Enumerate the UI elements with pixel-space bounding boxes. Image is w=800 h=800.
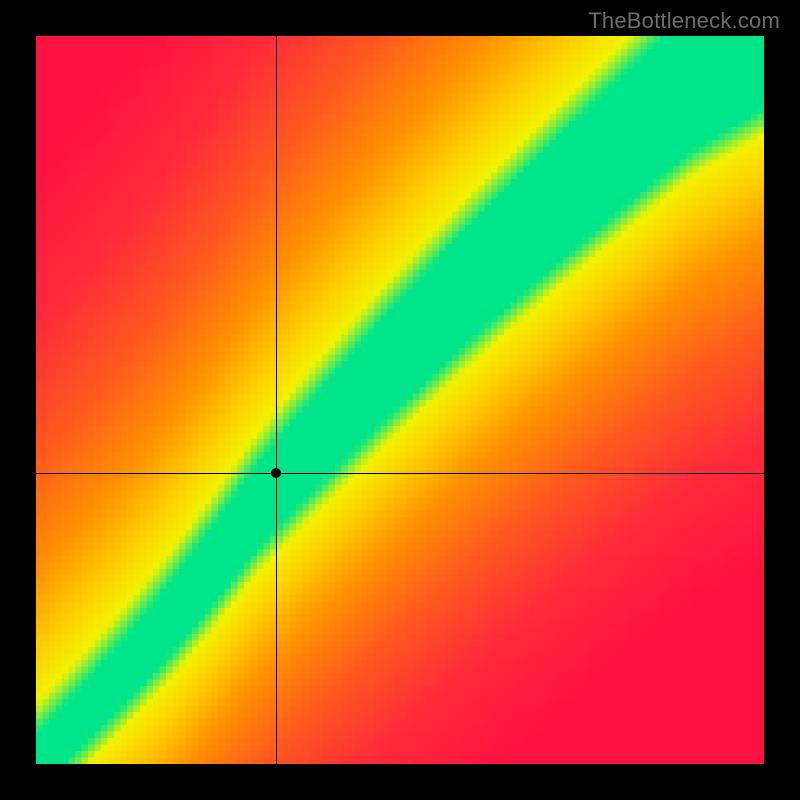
heatmap-plot xyxy=(36,36,764,764)
crosshair-vertical xyxy=(276,36,277,764)
marker-dot xyxy=(271,468,281,478)
crosshair-horizontal xyxy=(36,473,764,474)
watermark-text: TheBottleneck.com xyxy=(588,8,780,34)
heatmap-canvas xyxy=(36,36,764,764)
